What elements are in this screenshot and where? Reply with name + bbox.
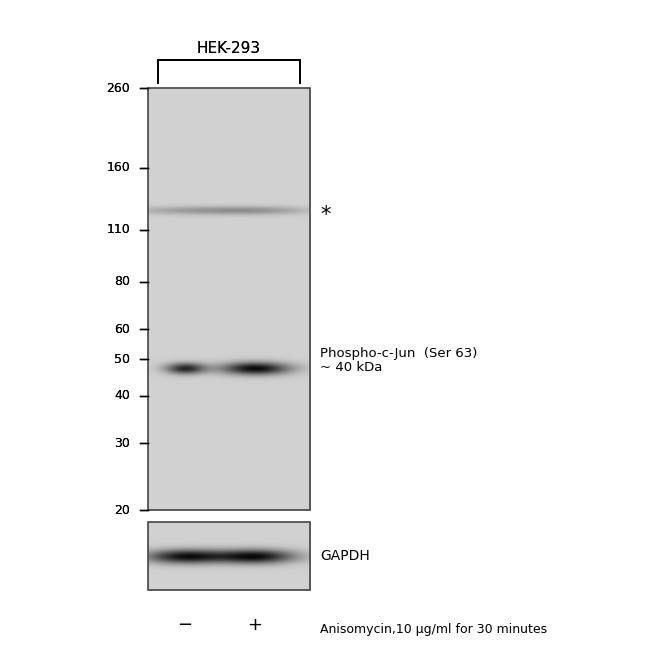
Text: 20: 20: [114, 503, 130, 517]
Bar: [148, 88, 310, 510]
Text: 260: 260: [106, 82, 130, 94]
Text: *: *: [320, 205, 330, 225]
Text: 80: 80: [114, 276, 130, 288]
Text: 110: 110: [106, 223, 130, 236]
Bar: [148, 522, 310, 590]
Text: HEK-293: HEK-293: [197, 41, 261, 56]
Text: Phospho-c-Jun  (Ser 63): Phospho-c-Jun (Ser 63): [320, 347, 477, 360]
Text: ~ 40 kDa: ~ 40 kDa: [320, 361, 382, 374]
Text: 160: 160: [106, 161, 130, 175]
Text: GAPDH: GAPDH: [320, 549, 370, 563]
Text: 160: 160: [106, 161, 130, 175]
Text: +: +: [248, 616, 263, 634]
Text: 80: 80: [114, 276, 130, 288]
Text: Anisomycin,10 μg/ml for 30 minutes: Anisomycin,10 μg/ml for 30 minutes: [320, 623, 547, 635]
Text: 40: 40: [114, 390, 130, 402]
Text: HEK-293: HEK-293: [197, 41, 261, 56]
Text: 60: 60: [114, 323, 130, 336]
Bar: [148, 522, 310, 590]
Text: 30: 30: [114, 437, 130, 450]
Text: 60: 60: [114, 323, 130, 336]
Text: 30: 30: [114, 437, 130, 450]
Bar: [148, 88, 310, 510]
Text: −: −: [177, 616, 192, 634]
Text: 260: 260: [106, 82, 130, 94]
Text: 40: 40: [114, 390, 130, 402]
Text: 20: 20: [114, 503, 130, 517]
Text: 50: 50: [114, 353, 130, 366]
Text: 110: 110: [106, 223, 130, 236]
Text: 50: 50: [114, 353, 130, 366]
